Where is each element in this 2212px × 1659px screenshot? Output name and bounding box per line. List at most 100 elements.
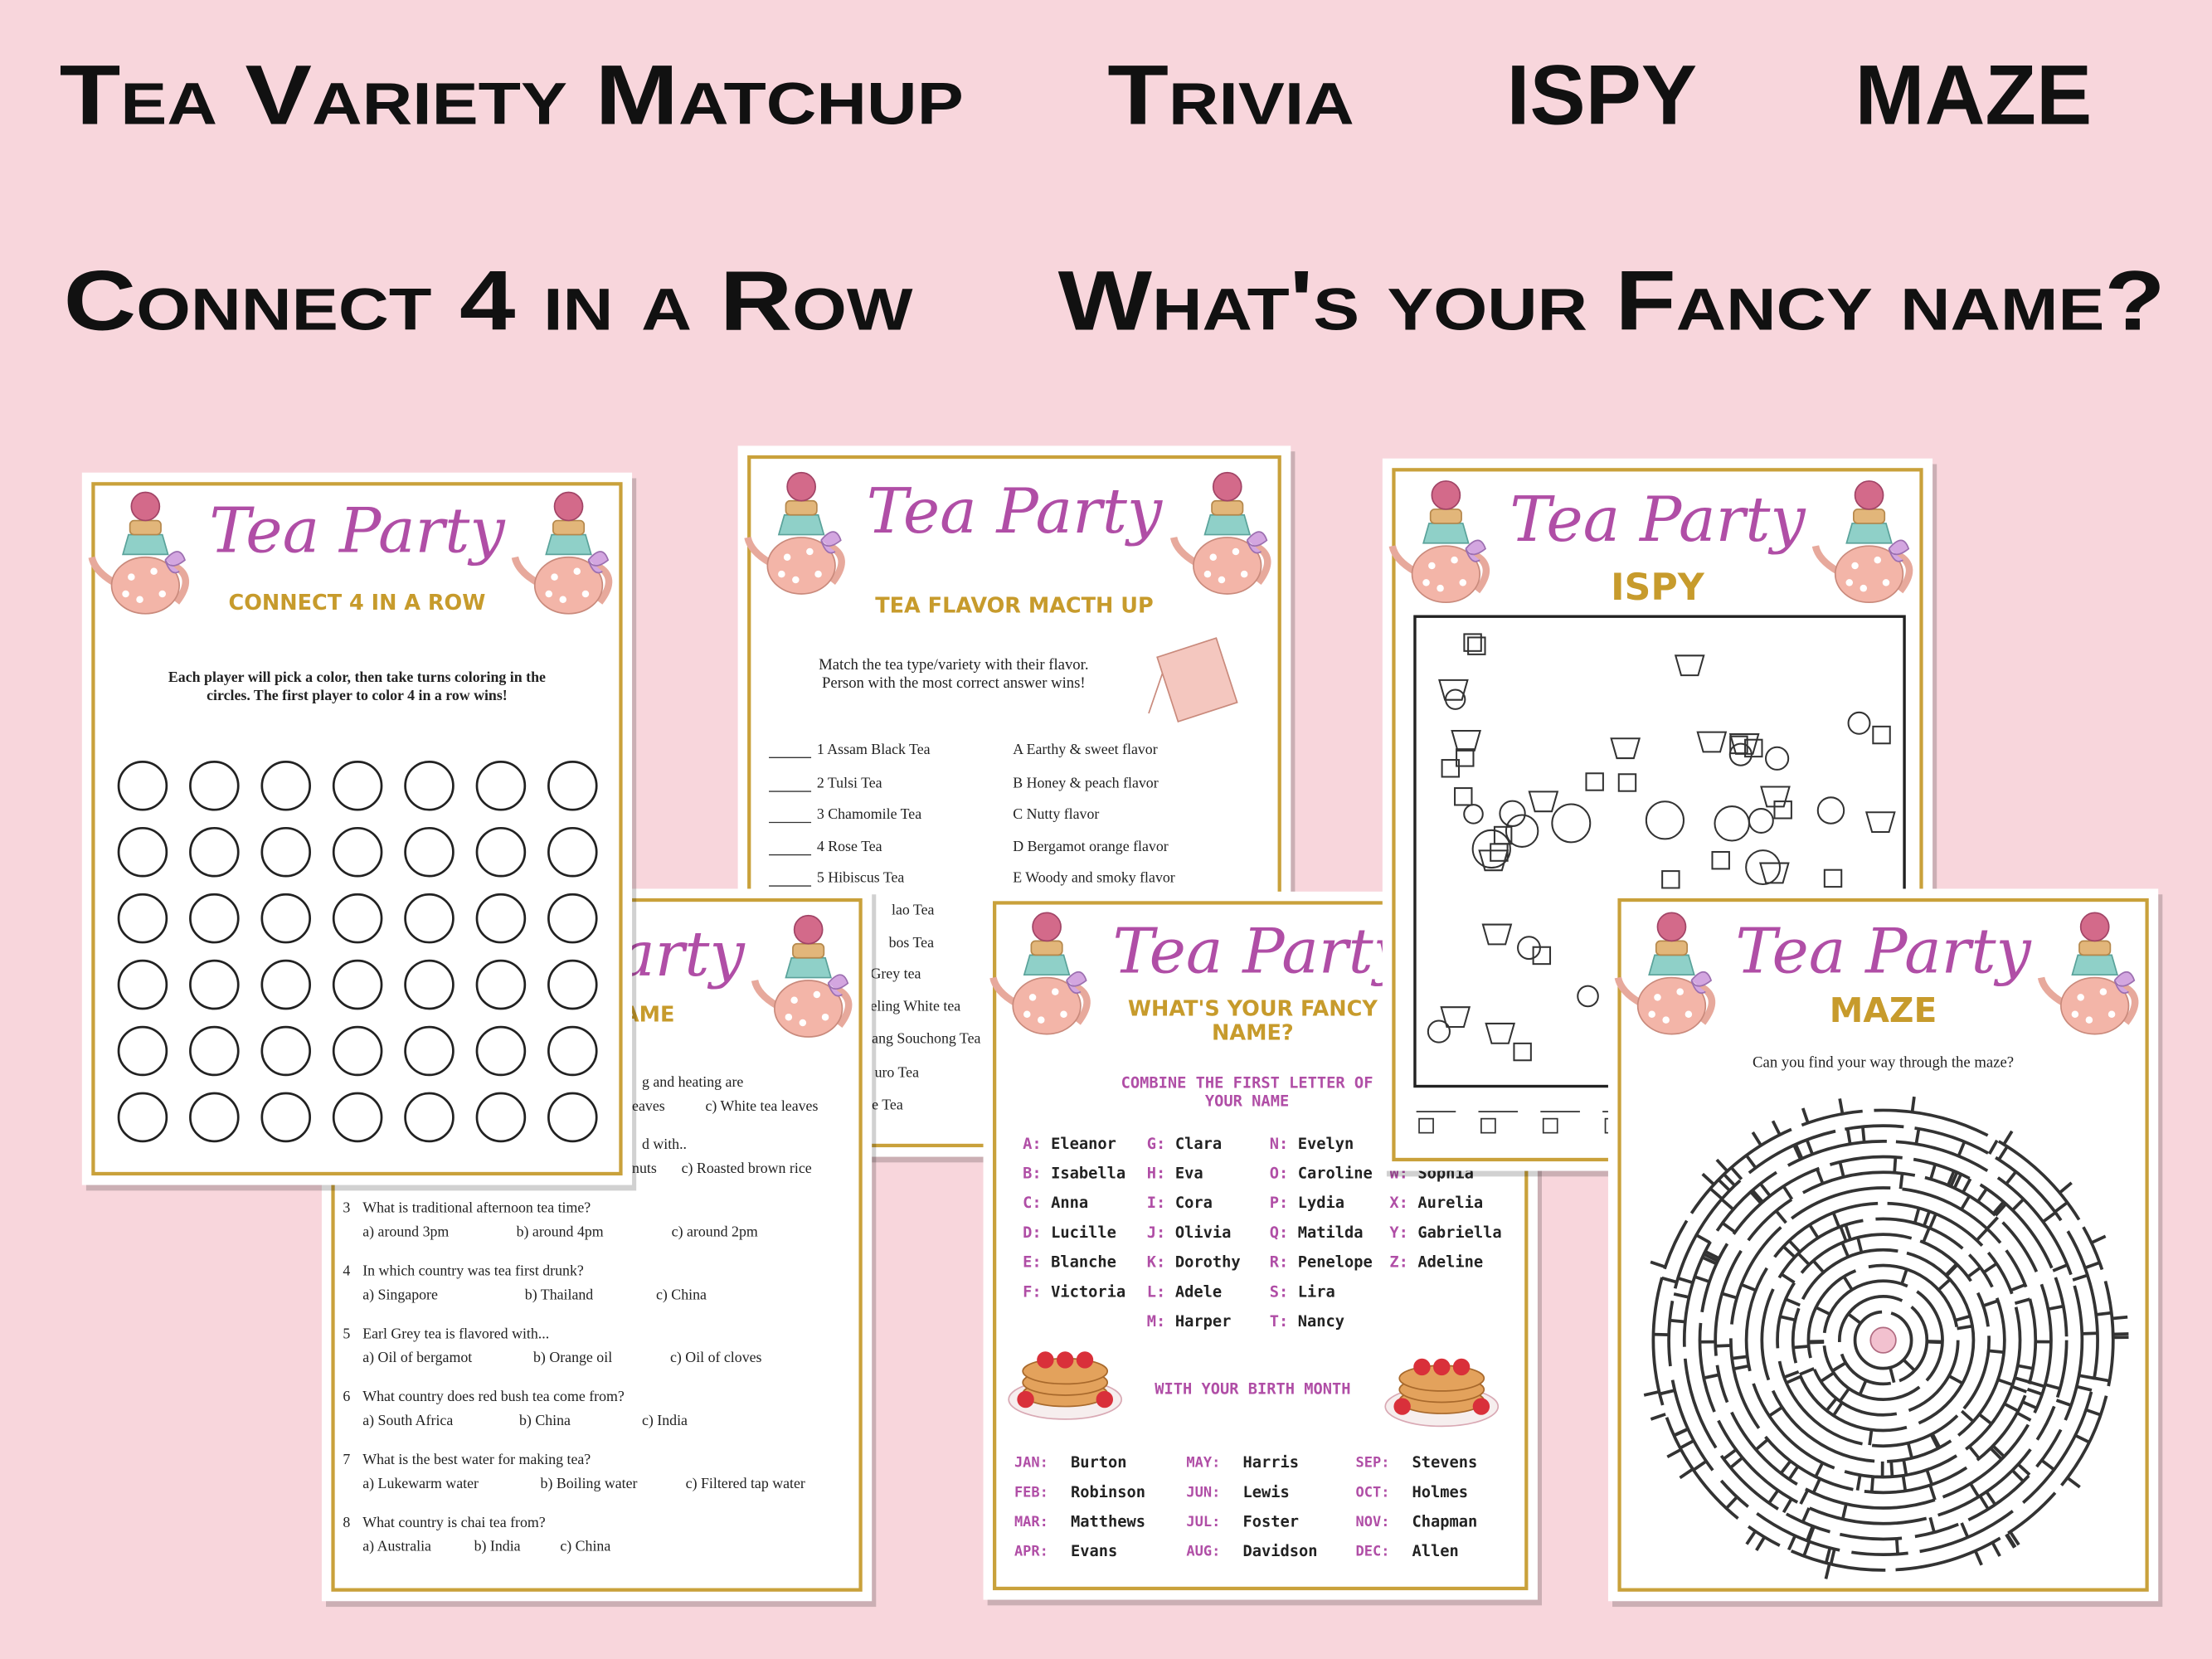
game-circle [332,826,383,878]
maze-wall [1679,1467,1694,1480]
game-circle [332,893,383,944]
maze-wall [1808,1224,1820,1239]
flavor-item: B Honey & peach flavor [1013,775,1158,791]
maze-wall [1960,1522,1970,1538]
question-text: What is the best water for making tea? [362,1451,591,1467]
maze-wall [1733,1364,1749,1371]
maze-wall [1787,1535,1797,1551]
section-heading: MAZE [1855,47,2093,142]
maze-wall [1723,1173,1736,1187]
game-circle [117,893,168,944]
game-circle [475,1025,527,1077]
fancy-last-name: Lewis [1242,1484,1289,1501]
question-text: What is traditional afternoon tea time? [362,1199,591,1216]
teapot-dot [2099,988,2107,995]
maze-wall [1775,1209,1787,1224]
ispy-object [1765,746,1790,771]
game-circle [260,826,311,878]
game-circle [189,959,240,1010]
teapot-dot [128,573,135,581]
fancy-last-name: Holmes [1412,1484,1469,1501]
maze-wall [2042,1211,2057,1224]
game-circle [547,826,598,878]
rose [793,914,824,945]
answer-option: a) Singapore [362,1286,438,1303]
maze-wall [1937,1278,1952,1292]
maze-center-cake [1869,1326,1897,1354]
maze-wall [1855,1474,1862,1491]
card-title: Tea Party [1113,916,1410,988]
rose [2079,912,2110,942]
birth-month: MAR: [1014,1514,1048,1530]
teapot-handle [1895,551,1913,594]
maze-wall [1811,1477,1821,1494]
maze-wall [1831,1212,1841,1228]
cup [121,533,169,556]
teapot-dot [559,596,566,604]
ispy-object [1513,1042,1532,1062]
maze-wall [1701,1172,1715,1186]
fancy-first-name: Penelope [1298,1254,1373,1272]
instruction-line: circles. The first player to color 4 in … [207,687,508,703]
name-letter: D: [1023,1224,1042,1242]
cookies [2078,940,2112,956]
maze-wall [1677,1277,1694,1285]
maze-wall [1847,1312,1862,1325]
maze-wall [2016,1411,2032,1422]
fancy-first-name: Eleanor [1051,1136,1116,1153]
question-fragment: eaves [632,1097,665,1114]
maze-wall [1856,1237,1864,1253]
maze-wall [1961,1409,1975,1423]
maze-wall [1987,1139,1999,1155]
birth-month: SEP: [1356,1455,1390,1472]
instruction-line: Match the tea type/variety with their fl… [819,656,1088,674]
ispy-object [1517,936,1541,961]
tea-item-fragment: Grey tea [870,965,921,981]
game-circle [547,893,598,944]
teapot-handle [1698,982,1716,1025]
connect4-card-border [91,482,623,1176]
teapot-body [1834,545,1904,604]
maze-wall [2059,1181,2073,1194]
maze-wall [1824,1563,1831,1579]
maze-wall [2076,1384,2093,1392]
question-text: Earl Grey tea is flavored with... [362,1325,549,1341]
maze-wall [1913,1207,1921,1224]
teapot-handle [834,985,853,1029]
maze-wall [2014,1297,2030,1306]
maze-wall [1982,1262,1998,1274]
teapot-dot [1451,556,1458,564]
name-letter: C: [1023,1194,1042,1212]
strawberry [1413,1358,1431,1376]
birth-month: FEB: [1014,1484,1048,1501]
maze-wall [1751,1189,1764,1204]
maze-wall [2055,1399,2072,1407]
ispy-object [1440,1006,1471,1029]
answer-option: a) Oil of bergamot [362,1349,472,1366]
tea-tag-body [1156,637,1238,723]
tea-item: 2 Tulsi Tea [817,775,882,791]
strawberry [1393,1398,1411,1415]
teapot-dot [785,1013,793,1021]
flavor-item: D Bergamot orange flavor [1013,838,1169,854]
ispy-object [1847,711,1871,735]
maze-wall [1694,1275,1710,1283]
butterfly [1246,531,1268,554]
card-subtitle: NAME? [1212,1021,1294,1046]
strawberry [1017,1390,1034,1408]
answer-option: b) China [519,1412,571,1429]
maze-wall [1982,1299,1999,1307]
teapot-dot [122,590,129,598]
answer-option: b) Orange oil [533,1349,612,1366]
ispy-object [1463,804,1484,825]
answer-option: c) India [642,1412,688,1429]
card-title: Tea Party [1735,916,2032,988]
game-circle [260,1092,311,1143]
maze-wall [1723,1448,1738,1461]
game-circle [260,893,311,944]
butterfly [1690,971,1713,995]
teapot-illustration [2037,912,2139,1035]
maze-wall [1889,1367,1896,1384]
teapot-dot [814,570,822,578]
name-letter: M: [1147,1313,1166,1331]
